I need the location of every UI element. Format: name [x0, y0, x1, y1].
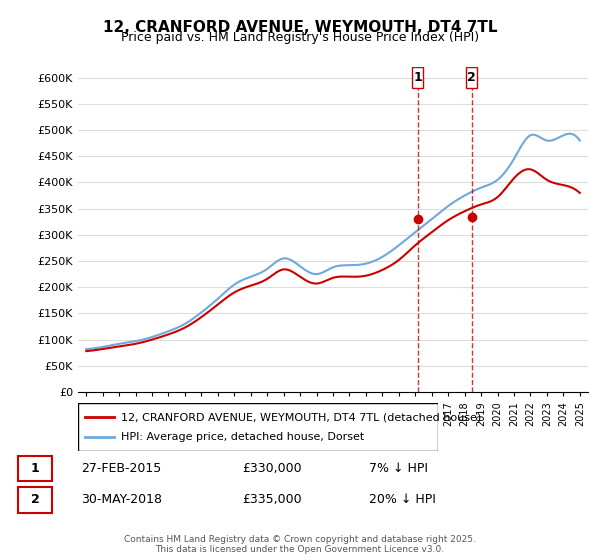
- Text: 1: 1: [413, 72, 422, 85]
- Text: Contains HM Land Registry data © Crown copyright and database right 2025.
This d: Contains HM Land Registry data © Crown c…: [124, 535, 476, 554]
- Text: 2: 2: [31, 493, 40, 506]
- FancyBboxPatch shape: [78, 403, 438, 451]
- FancyBboxPatch shape: [466, 67, 477, 88]
- FancyBboxPatch shape: [18, 455, 52, 481]
- Text: 20% ↓ HPI: 20% ↓ HPI: [369, 493, 436, 506]
- Text: 30-MAY-2018: 30-MAY-2018: [81, 493, 162, 506]
- FancyBboxPatch shape: [18, 487, 52, 512]
- Text: 7% ↓ HPI: 7% ↓ HPI: [369, 462, 428, 475]
- Text: £335,000: £335,000: [242, 493, 302, 506]
- Text: 2: 2: [467, 72, 476, 85]
- Text: Price paid vs. HM Land Registry's House Price Index (HPI): Price paid vs. HM Land Registry's House …: [121, 31, 479, 44]
- Text: 1: 1: [31, 462, 40, 475]
- Text: HPI: Average price, detached house, Dorset: HPI: Average price, detached house, Dors…: [121, 432, 364, 442]
- Text: 12, CRANFORD AVENUE, WEYMOUTH, DT4 7TL: 12, CRANFORD AVENUE, WEYMOUTH, DT4 7TL: [103, 20, 497, 35]
- Text: 12, CRANFORD AVENUE, WEYMOUTH, DT4 7TL (detached house): 12, CRANFORD AVENUE, WEYMOUTH, DT4 7TL (…: [121, 413, 481, 422]
- Text: 27-FEB-2015: 27-FEB-2015: [81, 462, 161, 475]
- Text: £330,000: £330,000: [242, 462, 302, 475]
- FancyBboxPatch shape: [412, 67, 424, 88]
